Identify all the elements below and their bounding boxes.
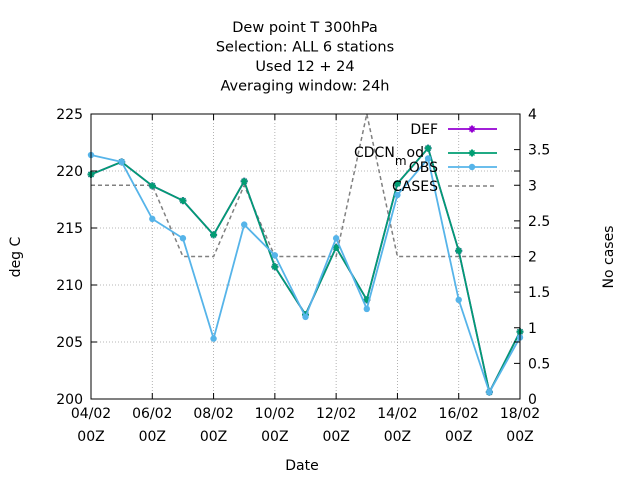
y2-tick-label: 3 bbox=[528, 178, 537, 194]
y-axis-ticks: 200 205 210 215 220 225 bbox=[56, 107, 520, 408]
x-tick-label-date: 04/02 bbox=[71, 406, 111, 422]
legend-label-obs: OBS bbox=[409, 160, 438, 176]
data-point-cdcn_m_od bbox=[393, 180, 401, 188]
data-point-obs bbox=[332, 235, 340, 242]
legend-entry-cases: CASES bbox=[392, 179, 497, 195]
x-tick-label-date: 18/02 bbox=[500, 406, 540, 422]
data-point-cdcn_m_od bbox=[271, 263, 279, 271]
y2-tick-label: 4 bbox=[528, 107, 537, 123]
data-point-cdcn_m_od-d2 bbox=[363, 296, 370, 303]
y2-tick-label: 1 bbox=[528, 321, 537, 337]
x-tick-label-date: 10/02 bbox=[255, 406, 295, 422]
legend-marker-obs bbox=[468, 163, 476, 171]
legend-marker-def bbox=[468, 125, 476, 133]
legend-marker-cdcn_m_od-d2 bbox=[468, 149, 476, 157]
x-tick-label-hour: 00Z bbox=[384, 429, 411, 445]
y2-axis-label: No cases bbox=[601, 226, 617, 289]
data-point-cdcn_m_od bbox=[240, 177, 248, 185]
y-tick-label: 210 bbox=[56, 278, 83, 294]
data-point-obs bbox=[149, 215, 156, 223]
y-tick-label: 215 bbox=[56, 221, 83, 237]
x-tick-label-hour: 00Z bbox=[261, 429, 288, 445]
x-axis-label: Date bbox=[285, 458, 318, 474]
data-point-cdcn_m_od-d2 bbox=[425, 145, 432, 152]
title-line-1: Dew point T 300hPa bbox=[232, 20, 377, 36]
data-point-obs bbox=[210, 335, 217, 342]
series-line-def bbox=[90, 146, 521, 395]
series-obs bbox=[87, 151, 524, 396]
x-tick-label-hour: 00Z bbox=[139, 429, 166, 445]
data-point-obs bbox=[363, 305, 370, 313]
data-point-obs bbox=[486, 388, 493, 396]
data-point-cdcn_m_od bbox=[424, 144, 432, 152]
series-layer bbox=[87, 113, 524, 396]
data-point-cdcn_m_od bbox=[148, 182, 156, 190]
x-tick-label-hour: 00Z bbox=[445, 429, 472, 445]
series-line-obs bbox=[90, 154, 521, 395]
y-axis-label: deg C bbox=[8, 236, 24, 277]
y2-tick-label: 3.5 bbox=[528, 143, 550, 159]
data-point-cdcn_m_od-d2 bbox=[179, 197, 186, 204]
x-tick-label-hour: 00Z bbox=[506, 429, 533, 445]
data-point-cdcn_m_od-d2 bbox=[394, 180, 401, 187]
x-tick-label-date: 16/02 bbox=[439, 406, 479, 422]
legend-label-cdcn_m_od: CDCNmod bbox=[354, 145, 424, 168]
title-line-3: Used 12 + 24 bbox=[255, 59, 354, 75]
data-point-obs bbox=[424, 155, 432, 162]
data-point-obs bbox=[241, 221, 248, 228]
x-tick-label-date: 06/02 bbox=[132, 406, 172, 422]
y-tick-label: 200 bbox=[56, 392, 83, 408]
grid-lines bbox=[91, 114, 520, 399]
data-point-cdcn_m_od-d2 bbox=[149, 182, 156, 189]
legend-label-def: DEF bbox=[410, 122, 438, 138]
x-axis-ticks: 04/02 00Z 06/02 00Z 08/02 00Z 10/02 00Z 12/02 00Z… bbox=[71, 114, 540, 445]
legend-entry-def: DEF bbox=[410, 122, 497, 138]
data-point-cdcn_m_od bbox=[210, 231, 218, 239]
title-line-2: Selection: ALL 6 stations bbox=[216, 40, 394, 56]
data-point-obs bbox=[302, 313, 309, 321]
y2-tick-label: 0.5 bbox=[528, 356, 550, 372]
legend-marker-cdcn_m_od bbox=[468, 149, 476, 157]
y2-tick-label: 0 bbox=[528, 392, 537, 408]
y-tick-label: 205 bbox=[56, 335, 83, 351]
data-point-cdcn_m_od-d2 bbox=[271, 263, 278, 270]
data-point-cdcn_m_od bbox=[332, 243, 340, 251]
y2-tick-label: 2 bbox=[528, 250, 537, 266]
data-point-obs bbox=[118, 158, 125, 166]
x-tick-label-date: 12/02 bbox=[316, 406, 356, 422]
legend-entry-cdcn_m_od: CDCNmod bbox=[354, 145, 497, 168]
data-point-cdcn_m_od bbox=[179, 197, 187, 205]
series-line-cdcn_m_od bbox=[90, 146, 521, 395]
data-point-cdcn_m_od bbox=[455, 247, 463, 255]
data-point-cdcn_m_od-d2 bbox=[210, 231, 217, 238]
title-line-4: Averaging window: 24h bbox=[220, 79, 389, 95]
data-point-cdcn_m_od-d2 bbox=[241, 178, 248, 185]
y-tick-label: 225 bbox=[56, 107, 83, 123]
legend-entry-obs: OBS bbox=[409, 160, 497, 176]
x-tick-label-hour: 00Z bbox=[200, 429, 227, 445]
y2-tick-label: 1.5 bbox=[528, 285, 550, 301]
x-tick-label-hour: 00Z bbox=[77, 429, 104, 445]
x-tick-label-date: 08/02 bbox=[193, 406, 233, 422]
data-point-obs bbox=[394, 191, 401, 199]
legend-label-cases: CASES bbox=[392, 179, 438, 195]
y-tick-label: 220 bbox=[56, 164, 83, 180]
series-cdcn_m_od bbox=[87, 144, 524, 396]
data-point-cdcn_m_od-d2 bbox=[333, 244, 340, 251]
data-point-cdcn_m_od-d2 bbox=[455, 247, 462, 254]
chart-title: Dew point T 300hPa Selection: ALL 6 stati… bbox=[216, 20, 394, 95]
x-tick-label-date: 14/02 bbox=[377, 406, 417, 422]
data-point-obs bbox=[271, 252, 279, 259]
x-tick-label-hour: 00Z bbox=[322, 429, 349, 445]
data-point-obs bbox=[179, 235, 187, 242]
y2-axis-ticks: 0 0.5 1 1.5 2 2.5 3 3.5 4 bbox=[514, 107, 550, 408]
legend-marker-def-d2 bbox=[468, 125, 476, 133]
data-point-obs bbox=[455, 296, 462, 304]
y2-tick-label: 2.5 bbox=[528, 214, 550, 230]
